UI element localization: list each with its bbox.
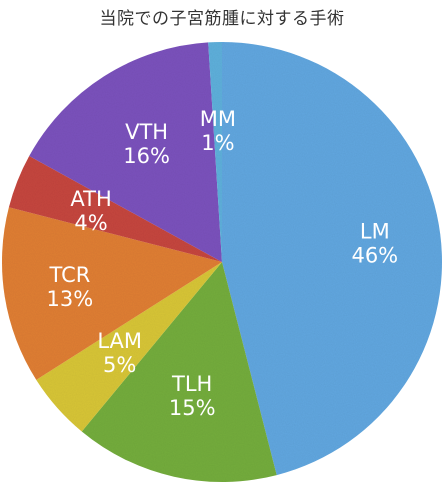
slice-percent-vth: 16% [123, 144, 170, 168]
pie-slices [2, 41, 443, 482]
slice-label-tlh: TLH [171, 372, 212, 396]
slice-label-lm: LM [360, 220, 390, 244]
slice-label-vth: VTH [125, 120, 168, 144]
slice-label-ath: ATH [70, 187, 111, 211]
slice-percent-ath: 4% [74, 211, 107, 235]
slice-label-lam: LAM [97, 329, 142, 353]
slice-percent-tlh: 15% [169, 396, 216, 420]
pie-slice-tcr [2, 207, 223, 380]
pie-slice-vth [29, 42, 223, 263]
slice-percent-lm: 46% [351, 244, 398, 268]
chart-title: 当院での子宮筋腫に対する手術 [99, 9, 345, 29]
slice-label-mm: MM [200, 107, 236, 131]
pie-slice-lam [36, 262, 222, 432]
slice-percent-lam: 5% [103, 353, 136, 377]
slice-percent-mm: 1% [201, 131, 234, 155]
slice-percent-tcr: 13% [47, 287, 94, 311]
pie-slice-lm [222, 42, 443, 476]
slice-label-tcr: TCR [48, 263, 90, 287]
pie-slice-tlh [81, 262, 277, 482]
pie-slice-ath [8, 156, 222, 262]
pie-slice-mm [208, 41, 222, 262]
